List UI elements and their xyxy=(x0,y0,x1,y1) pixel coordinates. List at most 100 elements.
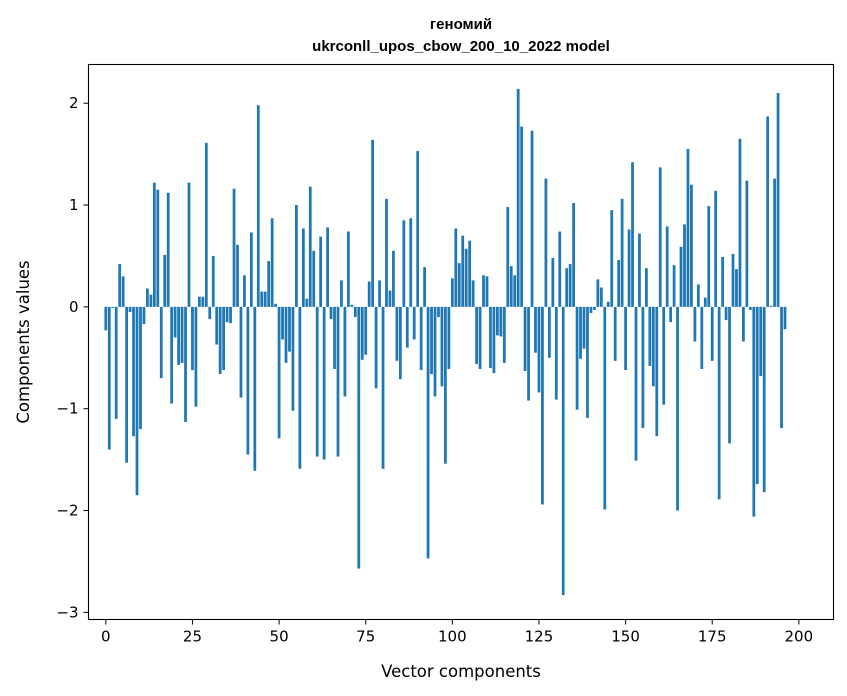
bar-166 xyxy=(679,246,683,307)
bar-89 xyxy=(412,306,416,340)
bar-42 xyxy=(249,232,253,307)
bar-3 xyxy=(114,306,118,419)
bar-153 xyxy=(634,306,638,461)
bar-139 xyxy=(586,306,589,418)
bar-106 xyxy=(471,280,475,307)
bar-15 xyxy=(156,189,160,307)
bar-157 xyxy=(648,306,652,366)
bar-112 xyxy=(492,306,496,374)
x-tick-label: 175 xyxy=(698,628,727,646)
bar-58 xyxy=(305,298,309,307)
bar-188 xyxy=(755,306,759,485)
y-tick-label: −1 xyxy=(56,400,78,418)
bar-71 xyxy=(350,304,354,307)
bar-72 xyxy=(353,306,357,318)
x-tick-label: 50 xyxy=(270,628,289,646)
bar-8 xyxy=(132,306,135,437)
bar-73 xyxy=(357,306,361,569)
bar-10 xyxy=(139,306,142,430)
bar-126 xyxy=(541,306,544,505)
bar-178 xyxy=(721,256,724,307)
x-axis-label: Vector components xyxy=(381,662,541,681)
bar-76 xyxy=(367,281,371,307)
bar-187 xyxy=(752,306,756,517)
bar-109 xyxy=(482,275,485,307)
bar-137 xyxy=(579,306,582,359)
bar-185 xyxy=(745,180,749,307)
x-tick-label: 125 xyxy=(525,628,554,646)
bar-14 xyxy=(152,182,156,307)
bar-110 xyxy=(485,276,489,307)
bar-52 xyxy=(284,306,288,363)
bar-102 xyxy=(457,263,461,307)
bar-121 xyxy=(523,306,527,372)
bar-23 xyxy=(184,306,187,422)
bar-88 xyxy=(409,218,413,307)
bar-190 xyxy=(762,306,766,493)
bar-77 xyxy=(371,139,375,307)
bar-174 xyxy=(707,206,711,307)
bar-134 xyxy=(568,264,572,307)
bar-9 xyxy=(135,306,139,496)
bar-130 xyxy=(554,306,558,400)
x-tick-label: 200 xyxy=(785,628,814,646)
y-axis-label: Components values xyxy=(14,260,33,423)
bar-83 xyxy=(392,250,395,307)
bar-122 xyxy=(527,306,530,401)
bar-146 xyxy=(610,210,614,307)
bar-94 xyxy=(430,306,433,375)
bar-189 xyxy=(759,306,763,377)
bar-145 xyxy=(606,301,610,307)
bar-54 xyxy=(291,306,295,411)
x-axis-ticks: 0 25 50 75 100 125 150 175 200 xyxy=(101,619,814,646)
bar-169 xyxy=(690,184,693,307)
bar-16 xyxy=(159,306,163,379)
bar-74 xyxy=(360,306,364,360)
bar-5 xyxy=(121,276,125,307)
bar-29 xyxy=(204,142,208,307)
bar-69 xyxy=(343,306,347,397)
bar-61 xyxy=(315,306,319,457)
bar-165 xyxy=(676,306,679,511)
bar-86 xyxy=(402,220,406,307)
bar-176 xyxy=(714,190,718,307)
bar-120 xyxy=(520,126,524,307)
y-axis-ticks: −3 −2 −1 0 1 2 xyxy=(56,94,89,621)
bar-96 xyxy=(437,306,440,318)
bar-33 xyxy=(218,306,222,375)
bar-46 xyxy=(263,291,267,307)
bar-67 xyxy=(336,306,340,457)
bar-50 xyxy=(277,306,281,439)
bar-93 xyxy=(426,306,430,559)
y-tick-label: 2 xyxy=(69,94,79,112)
bar-172 xyxy=(700,306,704,369)
bar-129 xyxy=(551,257,555,307)
bar-47 xyxy=(267,261,271,307)
y-tick-label: 0 xyxy=(69,298,79,316)
bar-99 xyxy=(447,306,451,369)
bar-154 xyxy=(638,233,641,307)
bar-25 xyxy=(191,306,194,371)
bar-44 xyxy=(256,105,260,307)
bar-170 xyxy=(693,306,697,342)
bar-175 xyxy=(710,306,714,361)
bar-66 xyxy=(333,306,336,369)
bar-160 xyxy=(658,167,662,307)
plot-area-frame xyxy=(87,63,835,621)
bar-135 xyxy=(572,203,575,307)
bar-48 xyxy=(270,218,274,307)
bar-18 xyxy=(166,192,170,307)
bar-143 xyxy=(599,287,603,307)
bar-186 xyxy=(748,306,752,310)
bars-group xyxy=(104,88,787,596)
bar-127 xyxy=(544,178,548,307)
bar-98 xyxy=(444,306,447,464)
bar-68 xyxy=(340,280,343,307)
bar-78 xyxy=(374,306,378,389)
bar-162 xyxy=(665,226,669,307)
bar-148 xyxy=(617,260,621,307)
bar-75 xyxy=(364,306,368,355)
bar-173 xyxy=(703,297,707,307)
bar-152 xyxy=(631,162,634,307)
